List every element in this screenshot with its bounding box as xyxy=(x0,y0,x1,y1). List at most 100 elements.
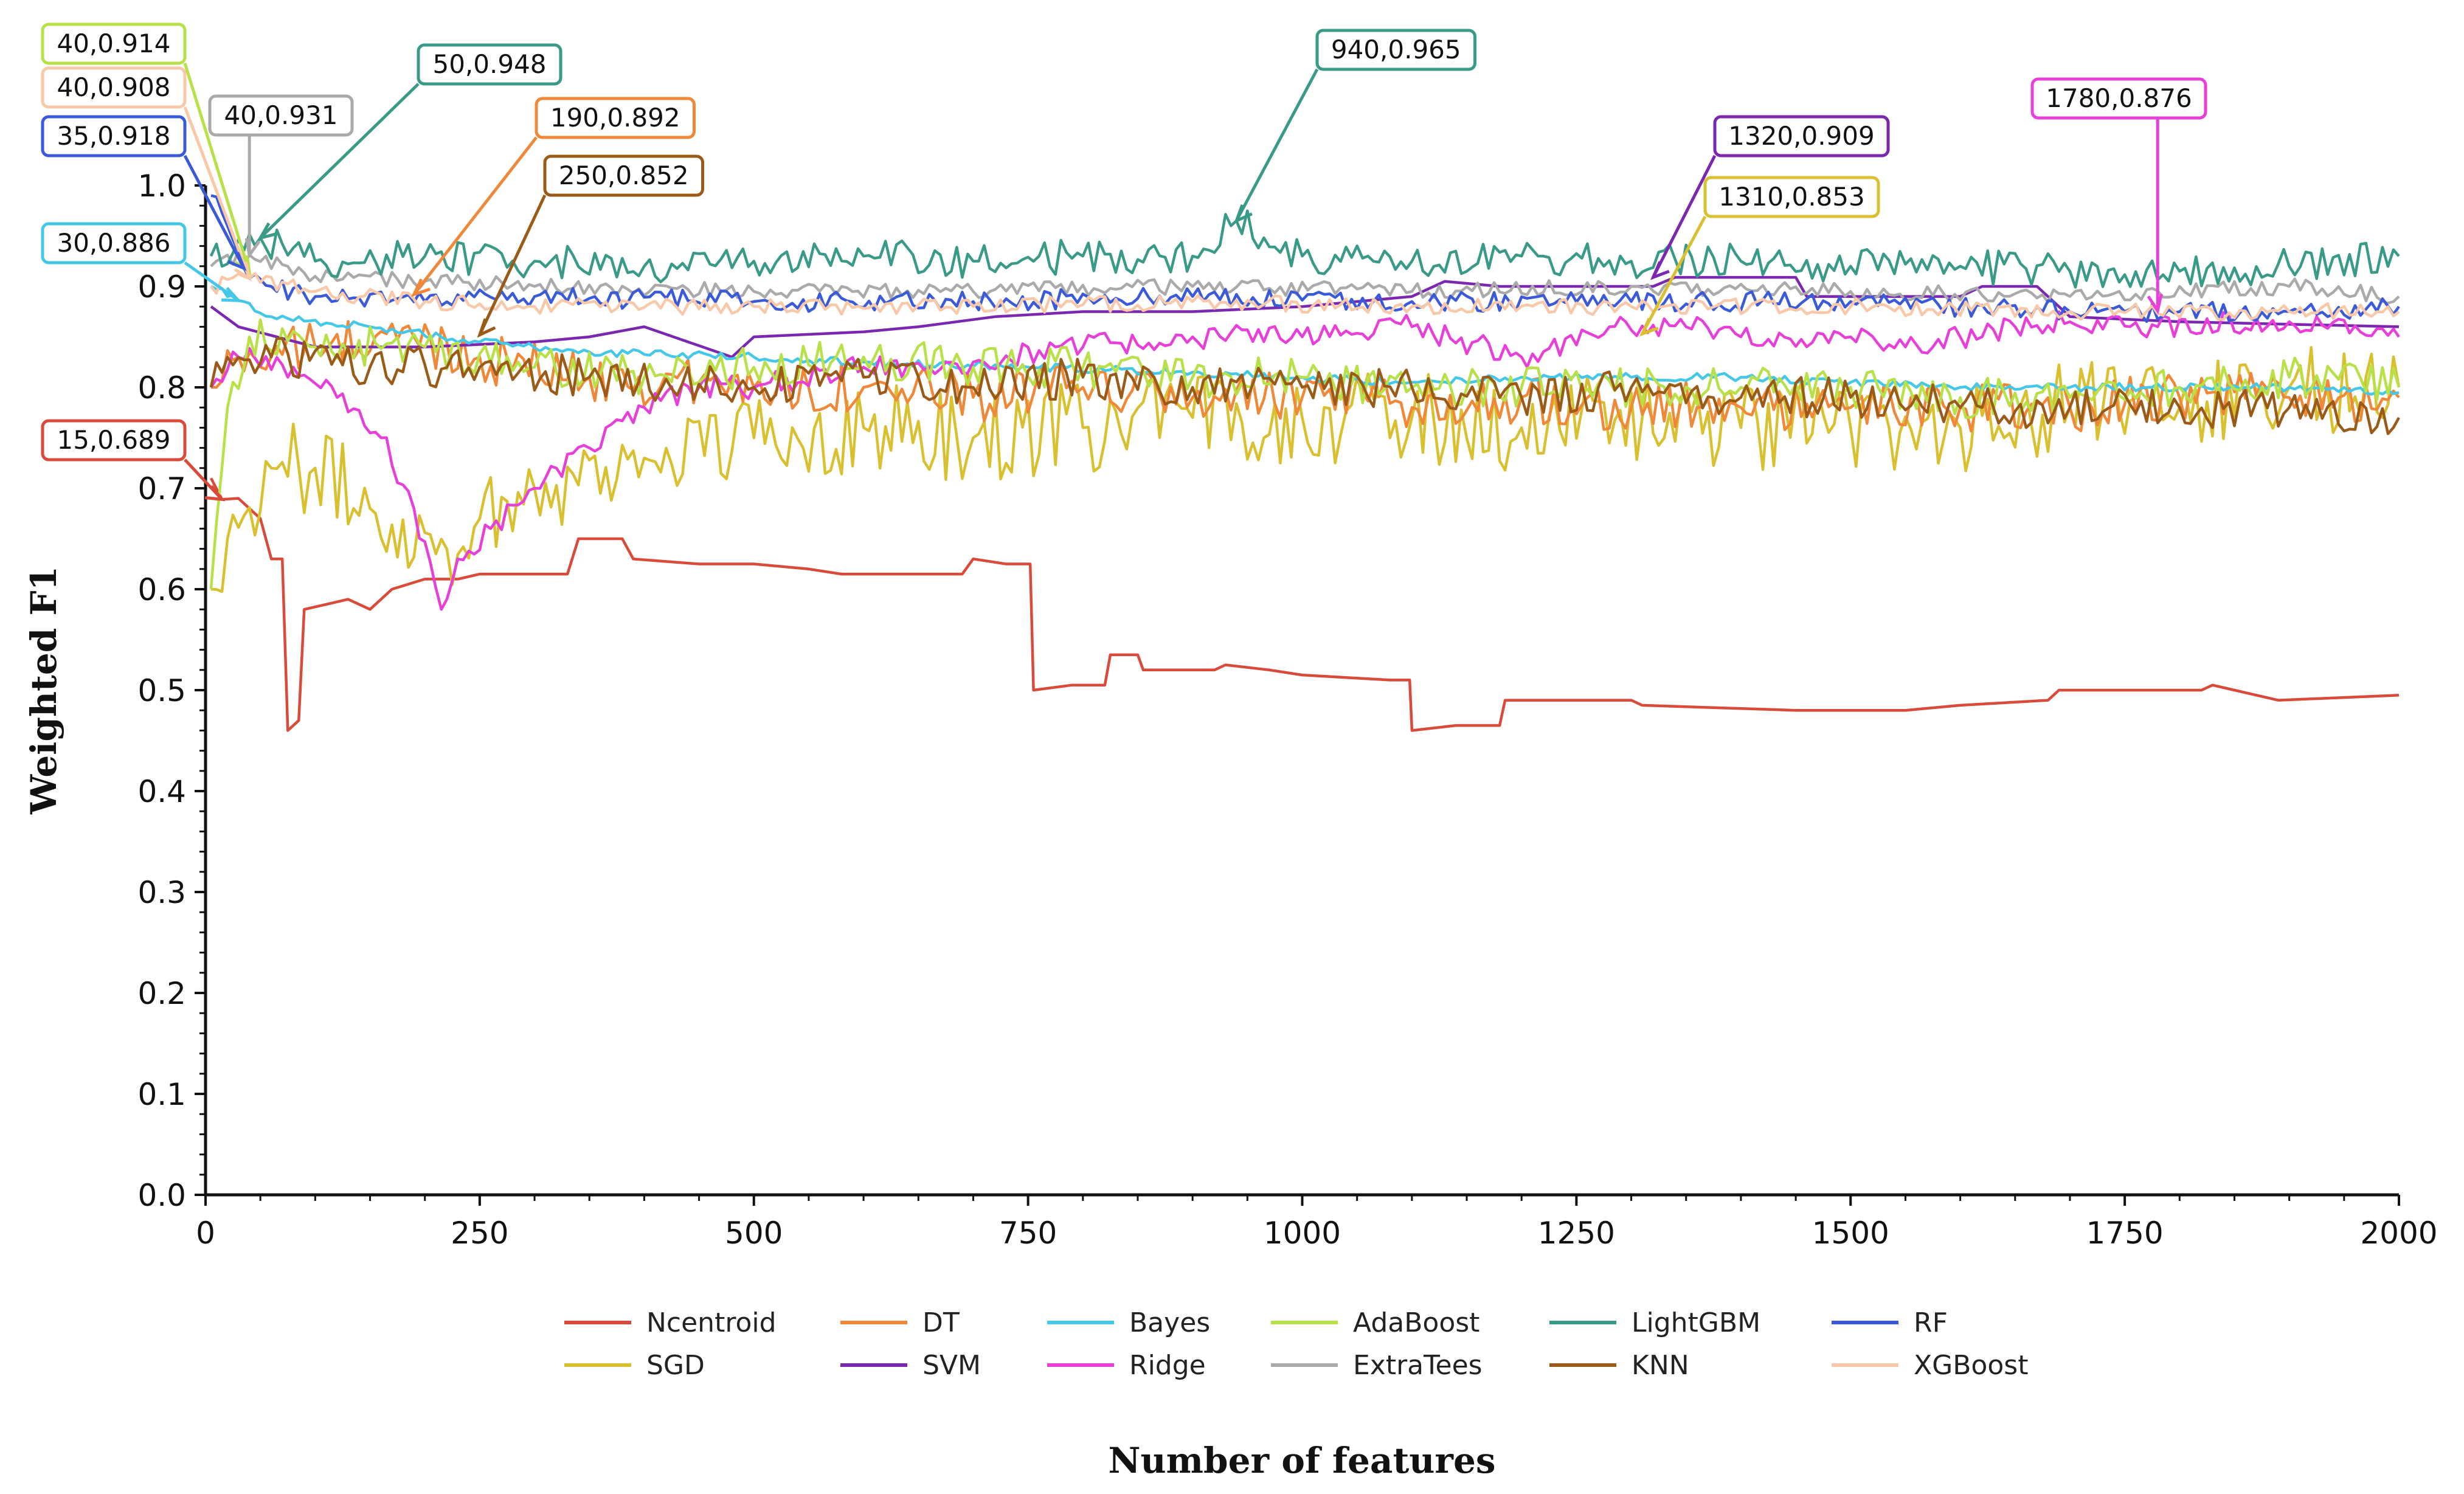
legend-label: LightGBM xyxy=(1632,1307,1760,1338)
annotation-box xyxy=(1713,115,1890,157)
annotation-label: 1320,0.909 xyxy=(1728,121,1874,151)
series-line-extratees xyxy=(210,249,2400,305)
legend-label: Ncentroid xyxy=(646,1307,777,1338)
annotation-arrow xyxy=(184,261,240,302)
annotation-arrowhead xyxy=(477,318,496,338)
annotation-arrowhead xyxy=(227,252,247,271)
annotation-arrowhead xyxy=(244,238,261,259)
series-line-ridge xyxy=(210,310,2400,611)
annotation-arrowhead xyxy=(221,286,242,302)
annotation-label: 250,0.852 xyxy=(559,161,689,190)
x-tick-label: 500 xyxy=(725,1216,783,1251)
legend-item-extratees: ExtraTees xyxy=(1271,1350,1483,1381)
annotation-arrow xyxy=(259,83,420,240)
annotation-250-0-852: 250,0.852 xyxy=(477,154,704,338)
annotation-arrow xyxy=(1652,154,1717,278)
x-tick-label: 1500 xyxy=(1812,1216,1889,1251)
x-tick-label: 0 xyxy=(196,1216,215,1251)
annotation-30-0-886: 30,0.886 xyxy=(41,222,242,302)
legend-item-svm: SVM xyxy=(840,1350,981,1381)
x-tick-label: 750 xyxy=(999,1216,1057,1251)
annotation-label: 1310,0.853 xyxy=(1718,182,1864,212)
annotation-label: 30,0.886 xyxy=(57,228,170,258)
legend-label: Bayes xyxy=(1129,1307,1210,1338)
annotation-box xyxy=(41,22,187,65)
x-tick-label: 250 xyxy=(451,1216,508,1251)
annotation-label: 35,0.918 xyxy=(57,121,170,151)
legend-item-knn: KNN xyxy=(1549,1350,1689,1381)
annotation-arrow xyxy=(183,106,251,279)
y-tick-label: 0.4 xyxy=(137,774,186,809)
annotation-box xyxy=(41,419,187,462)
annotation-1320-0-909: 1320,0.909 xyxy=(1650,115,1890,280)
ticks: 0 250 500 750 1000 1250 1500 1750 2000 0.0 0.1 0.2 0… xyxy=(137,168,2437,1251)
y-tick-label: 0.8 xyxy=(137,370,186,406)
legend-label: Ridge xyxy=(1129,1350,1206,1381)
annotation-arrowhead xyxy=(1639,317,1659,337)
legend-item-ncentroid: Ncentroid xyxy=(564,1307,777,1338)
annotation-label: 40,0.908 xyxy=(57,72,170,102)
annotation-arrowhead xyxy=(2147,293,2163,315)
y-tick-label: 0.7 xyxy=(137,471,186,507)
annotation-1780-0-876: 1780,0.876 xyxy=(2030,77,2207,315)
annotation-40-0-931: 40,0.931 xyxy=(208,94,354,259)
annotation-label: 15,0.689 xyxy=(57,425,170,455)
annotation-arrow xyxy=(183,154,246,269)
y-axis-title: Weighted F1 xyxy=(23,566,64,815)
annotation-box xyxy=(1315,29,1476,71)
legend-label: SGD xyxy=(646,1350,705,1381)
legend-item-xgboost: XGBoost xyxy=(1832,1350,2028,1381)
series-line-lightgbm xyxy=(209,209,2400,289)
annotation-arrow xyxy=(183,63,251,273)
legend-label: KNN xyxy=(1632,1350,1689,1381)
annotation-box xyxy=(41,115,187,157)
y-tick-label: 0.9 xyxy=(137,269,186,305)
annotation-box xyxy=(535,97,696,139)
annotation-label: 190,0.892 xyxy=(550,103,680,133)
annotation-arrowhead xyxy=(410,278,431,297)
series-line-svm xyxy=(210,275,2400,359)
legend: Ncentroid DT Bayes AdaBoost LightGBM RF SGD SVM… xyxy=(564,1307,2028,1381)
legend-item-sgd: SGD xyxy=(564,1350,705,1381)
series-line-knn xyxy=(209,337,2400,435)
annotation-40-0-908: 40,0.908 xyxy=(41,66,252,282)
annotation-190-0-892: 190,0.892 xyxy=(410,97,696,297)
annotation-50-0-948: 50,0.948 xyxy=(257,43,562,241)
legend-item-adaboost: AdaBoost xyxy=(1271,1307,1479,1338)
y-tick-label: 0.6 xyxy=(137,572,186,607)
legend-item-lightgbm: LightGBM xyxy=(1549,1307,1760,1338)
annotation-arrow xyxy=(478,194,547,336)
annotation-label: 40,0.931 xyxy=(224,100,337,130)
series-line-xgboost xyxy=(210,272,2400,321)
annotation-box xyxy=(1703,176,1880,218)
x-tick-label: 1250 xyxy=(1538,1216,1615,1251)
annotation-box xyxy=(41,222,187,265)
legend-label: AdaBoost xyxy=(1353,1307,1479,1338)
annotation-arrowhead xyxy=(204,485,226,502)
y-tick-label: 0.1 xyxy=(137,1077,186,1112)
y-tick-label: 0.0 xyxy=(137,1178,186,1213)
legend-item-rf: RF xyxy=(1832,1307,1948,1338)
annotation-box xyxy=(543,154,704,197)
annotation-box xyxy=(41,66,187,109)
legend-label: RF xyxy=(1914,1307,1948,1338)
legend-item-dt: DT xyxy=(840,1307,960,1338)
legend-item-bayes: Bayes xyxy=(1047,1307,1210,1338)
annotation-940-0-965: 940,0.965 xyxy=(1233,29,1476,224)
annotation-arrowhead xyxy=(257,222,277,241)
y-tick-label: 0.5 xyxy=(137,673,186,708)
legend-label: SVM xyxy=(922,1350,981,1381)
annotation-arrowhead xyxy=(234,261,252,282)
annotation-label: 40,0.914 xyxy=(57,29,170,58)
y-tick-label: 0.2 xyxy=(137,976,186,1011)
annotation-1310-0-853: 1310,0.853 xyxy=(1639,176,1880,337)
annotation-box xyxy=(417,43,562,86)
annotation-40-0-914: 40,0.914 xyxy=(41,22,252,276)
annotation-arrow xyxy=(1235,68,1319,222)
x-tick-label: 2000 xyxy=(2360,1216,2437,1251)
series-line-sgd xyxy=(210,346,2401,593)
legend-label: DT xyxy=(922,1307,960,1338)
annotation-35-0-918: 35,0.918 xyxy=(41,115,247,271)
annotation-label: 940,0.965 xyxy=(1331,35,1461,64)
